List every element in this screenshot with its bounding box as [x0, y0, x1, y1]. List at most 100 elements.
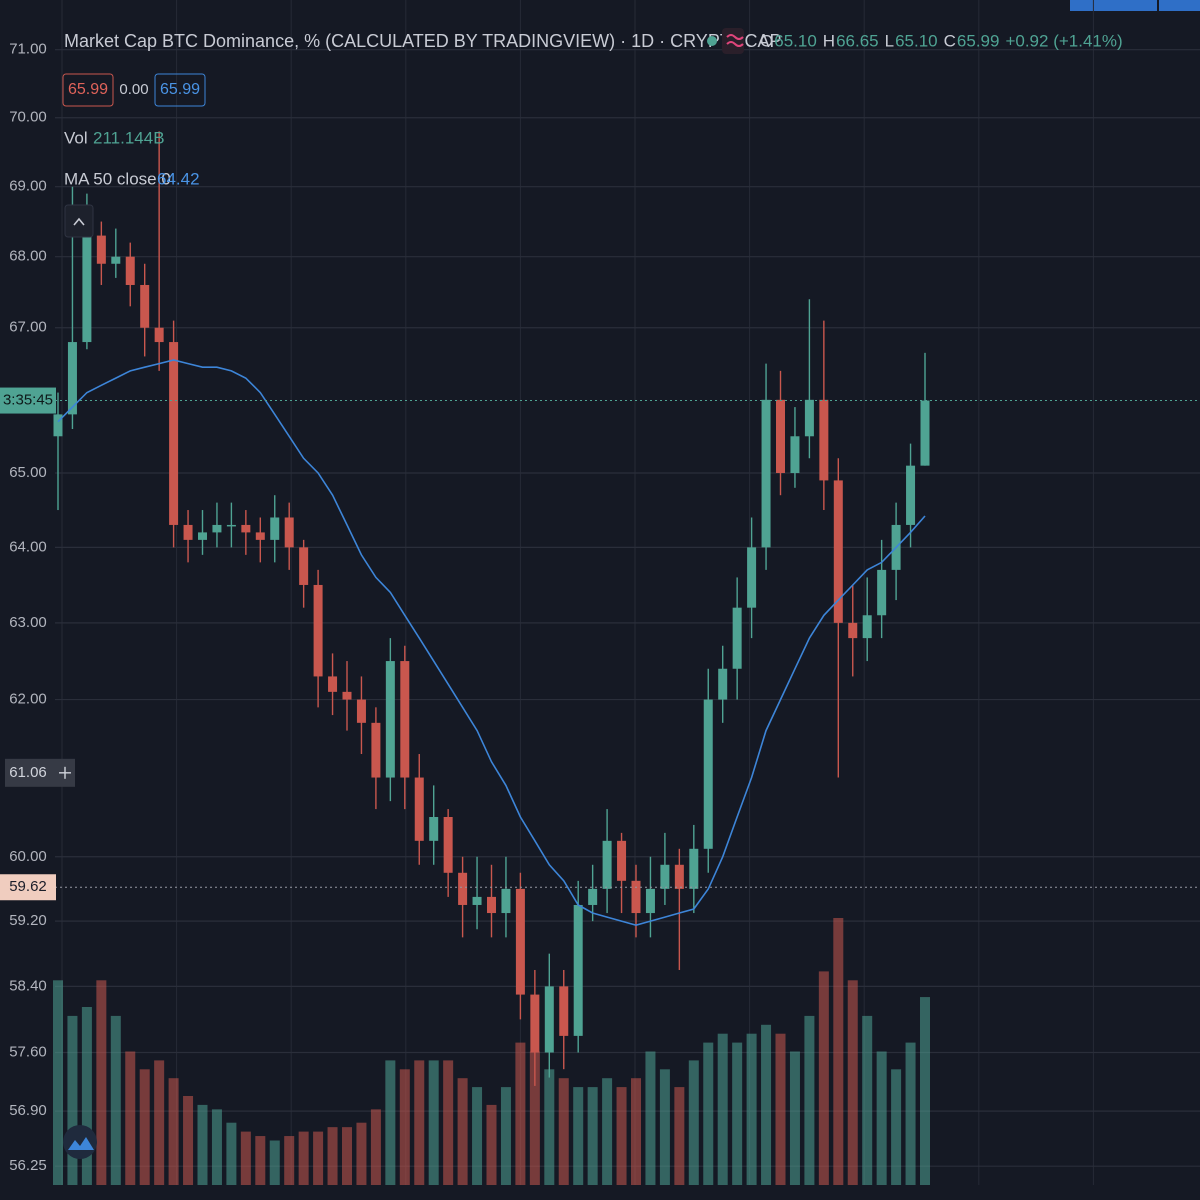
volume-bar — [370, 1109, 381, 1185]
volume-bar — [746, 1033, 757, 1185]
volume-bar — [183, 1096, 194, 1185]
readout-key: O — [760, 31, 773, 50]
ma-legend-value: 64.42 — [157, 169, 200, 188]
volume-bar — [298, 1131, 309, 1185]
readout-value: 65.10 — [895, 31, 938, 50]
candle-body — [299, 547, 309, 585]
volume-bar — [847, 980, 858, 1185]
volume-bar — [515, 1042, 526, 1185]
toolbar-button[interactable] — [1070, 0, 1200, 11]
candle-body — [790, 436, 800, 474]
y-tick-label: 63.00 — [9, 614, 47, 631]
candle-body — [400, 661, 410, 778]
collapse-icon — [73, 217, 85, 226]
y-tick-label: 57.60 — [9, 1043, 47, 1060]
candle-body — [371, 722, 381, 778]
candle-body — [804, 399, 814, 437]
volume-bar — [818, 971, 829, 1185]
y-tick-label: 58.40 — [9, 977, 47, 994]
candle-body — [689, 848, 699, 889]
volume-bar — [876, 1051, 887, 1185]
candle-body — [530, 994, 540, 1053]
candle-body — [140, 284, 150, 328]
countdown-label: 3:35:45 — [3, 392, 53, 409]
volume-bar — [327, 1127, 338, 1185]
candle-body — [284, 517, 294, 548]
logo — [63, 1125, 97, 1159]
volume-bar — [862, 1015, 873, 1185]
candle-body — [125, 256, 135, 285]
volume-legend-name: Vol — [64, 128, 88, 147]
candles — [53, 131, 930, 1086]
ma-line — [57, 359, 926, 927]
candle-body — [906, 465, 916, 525]
volume-bar — [399, 1069, 410, 1185]
candle-body — [67, 342, 77, 415]
volume-bar — [905, 1042, 916, 1185]
volume-bar — [529, 1051, 540, 1185]
readout-value: 65.99 — [957, 31, 1000, 50]
collapse-button[interactable] — [64, 204, 94, 238]
volume-bar — [139, 1069, 150, 1185]
sell-button[interactable] — [62, 73, 114, 107]
candle-body — [414, 777, 424, 841]
candle-body — [559, 986, 569, 1036]
candle-body — [356, 699, 366, 723]
y-tick-label: 69.00 — [9, 178, 47, 195]
candle-body — [660, 864, 670, 889]
volume-bars — [53, 918, 930, 1185]
candle-body — [154, 327, 164, 343]
volume-bar — [255, 1136, 266, 1185]
candle-body — [617, 840, 627, 881]
volume-bar — [168, 1078, 179, 1185]
y-tick-label: 62.00 — [9, 691, 47, 708]
volume-bar — [240, 1131, 251, 1185]
volume-bar — [486, 1104, 497, 1185]
last-price-tag — [0, 387, 56, 414]
v-grid — [61, 0, 1094, 1185]
volume-bar — [558, 1078, 569, 1185]
crosshair-label: 59.62 — [9, 878, 47, 895]
volume-bar — [789, 1051, 800, 1185]
volume-bar — [342, 1127, 352, 1185]
candle-body — [96, 235, 106, 264]
buy-price: 65.99 — [160, 81, 200, 98]
spread: 0.00 — [119, 81, 148, 98]
readout-key: C — [944, 31, 956, 50]
volume-bar — [154, 1060, 165, 1185]
volume-bar — [269, 1140, 280, 1185]
y-tick-label: 65.00 — [9, 464, 47, 481]
candle-body — [848, 622, 858, 639]
volume-bar — [385, 1060, 396, 1185]
volume-bar — [67, 1015, 78, 1185]
volume-bar — [703, 1042, 714, 1185]
volume-bar — [587, 1087, 598, 1185]
readout-value: 65.10 — [774, 31, 817, 50]
volume-bar — [602, 1078, 613, 1185]
volume-bar — [96, 980, 107, 1185]
volume-bar — [645, 1051, 656, 1185]
logo-bg[interactable] — [63, 1125, 97, 1159]
candle-body — [429, 816, 439, 841]
volume-bar — [804, 1015, 815, 1185]
logo-mark — [68, 1137, 94, 1150]
candle-body — [487, 896, 496, 914]
y-tick-label: 71.00 — [9, 41, 47, 58]
status-dot — [707, 36, 717, 46]
candle-body — [198, 532, 207, 540]
candle-body — [169, 342, 179, 525]
volume-bar — [197, 1104, 208, 1185]
volume-bar — [920, 997, 930, 1185]
readout-key: H — [823, 31, 835, 50]
candle-body — [645, 888, 655, 914]
candle-body — [732, 607, 742, 669]
candle-body — [833, 480, 843, 623]
volume-bar — [356, 1122, 367, 1185]
volume-bar — [81, 1007, 92, 1185]
y-tick-label: 56.90 — [9, 1102, 47, 1119]
buy-button[interactable] — [154, 73, 206, 107]
ohlc-readout: O 65.10 H 66.65 L 65.10 C 65.99 +0.92 (+1.41%) — [760, 31, 1123, 50]
readout-value: 66.65 — [836, 31, 879, 50]
candle-body — [241, 524, 251, 533]
